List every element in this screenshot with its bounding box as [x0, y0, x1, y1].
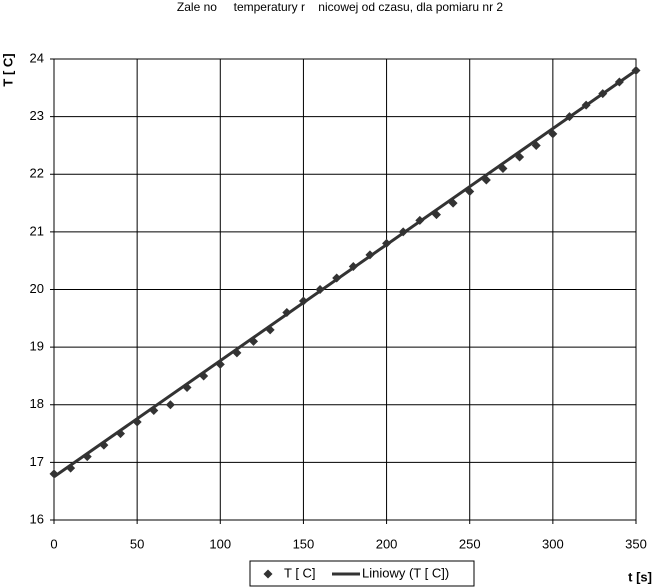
legend-marker [263, 569, 273, 579]
y-tick-label: 18 [30, 396, 44, 411]
x-tick-label: 100 [209, 536, 231, 551]
y-tick-label: 16 [30, 511, 44, 526]
legend-label: Liniowy (T [ C]) [362, 565, 449, 580]
x-axis-label: t [s] [628, 569, 652, 584]
y-tick-label: 20 [30, 281, 44, 296]
y-axis-label: T [ C] [0, 53, 15, 86]
y-tick-label: 19 [30, 339, 44, 354]
x-tick-label: 250 [459, 536, 481, 551]
y-tick-label: 17 [30, 454, 44, 469]
x-tick-label: 300 [542, 536, 564, 551]
x-tick-label: 50 [130, 536, 144, 551]
legend-box [249, 560, 475, 587]
y-tick-label: 23 [30, 108, 44, 123]
trend-line [53, 69, 637, 479]
x-tick-label: 0 [50, 536, 57, 551]
y-tick-label: 21 [30, 223, 44, 238]
y-tick-label: 24 [30, 50, 44, 65]
chart-title: Zale no temperatury r nicowej od czasu, … [177, 0, 503, 14]
x-tick-label: 200 [376, 536, 398, 551]
legend-label: T [ C] [284, 565, 316, 580]
x-tick-label: 350 [625, 536, 647, 551]
y-tick-label: 22 [30, 166, 44, 181]
data-point [165, 400, 175, 410]
x-tick-label: 150 [293, 536, 315, 551]
